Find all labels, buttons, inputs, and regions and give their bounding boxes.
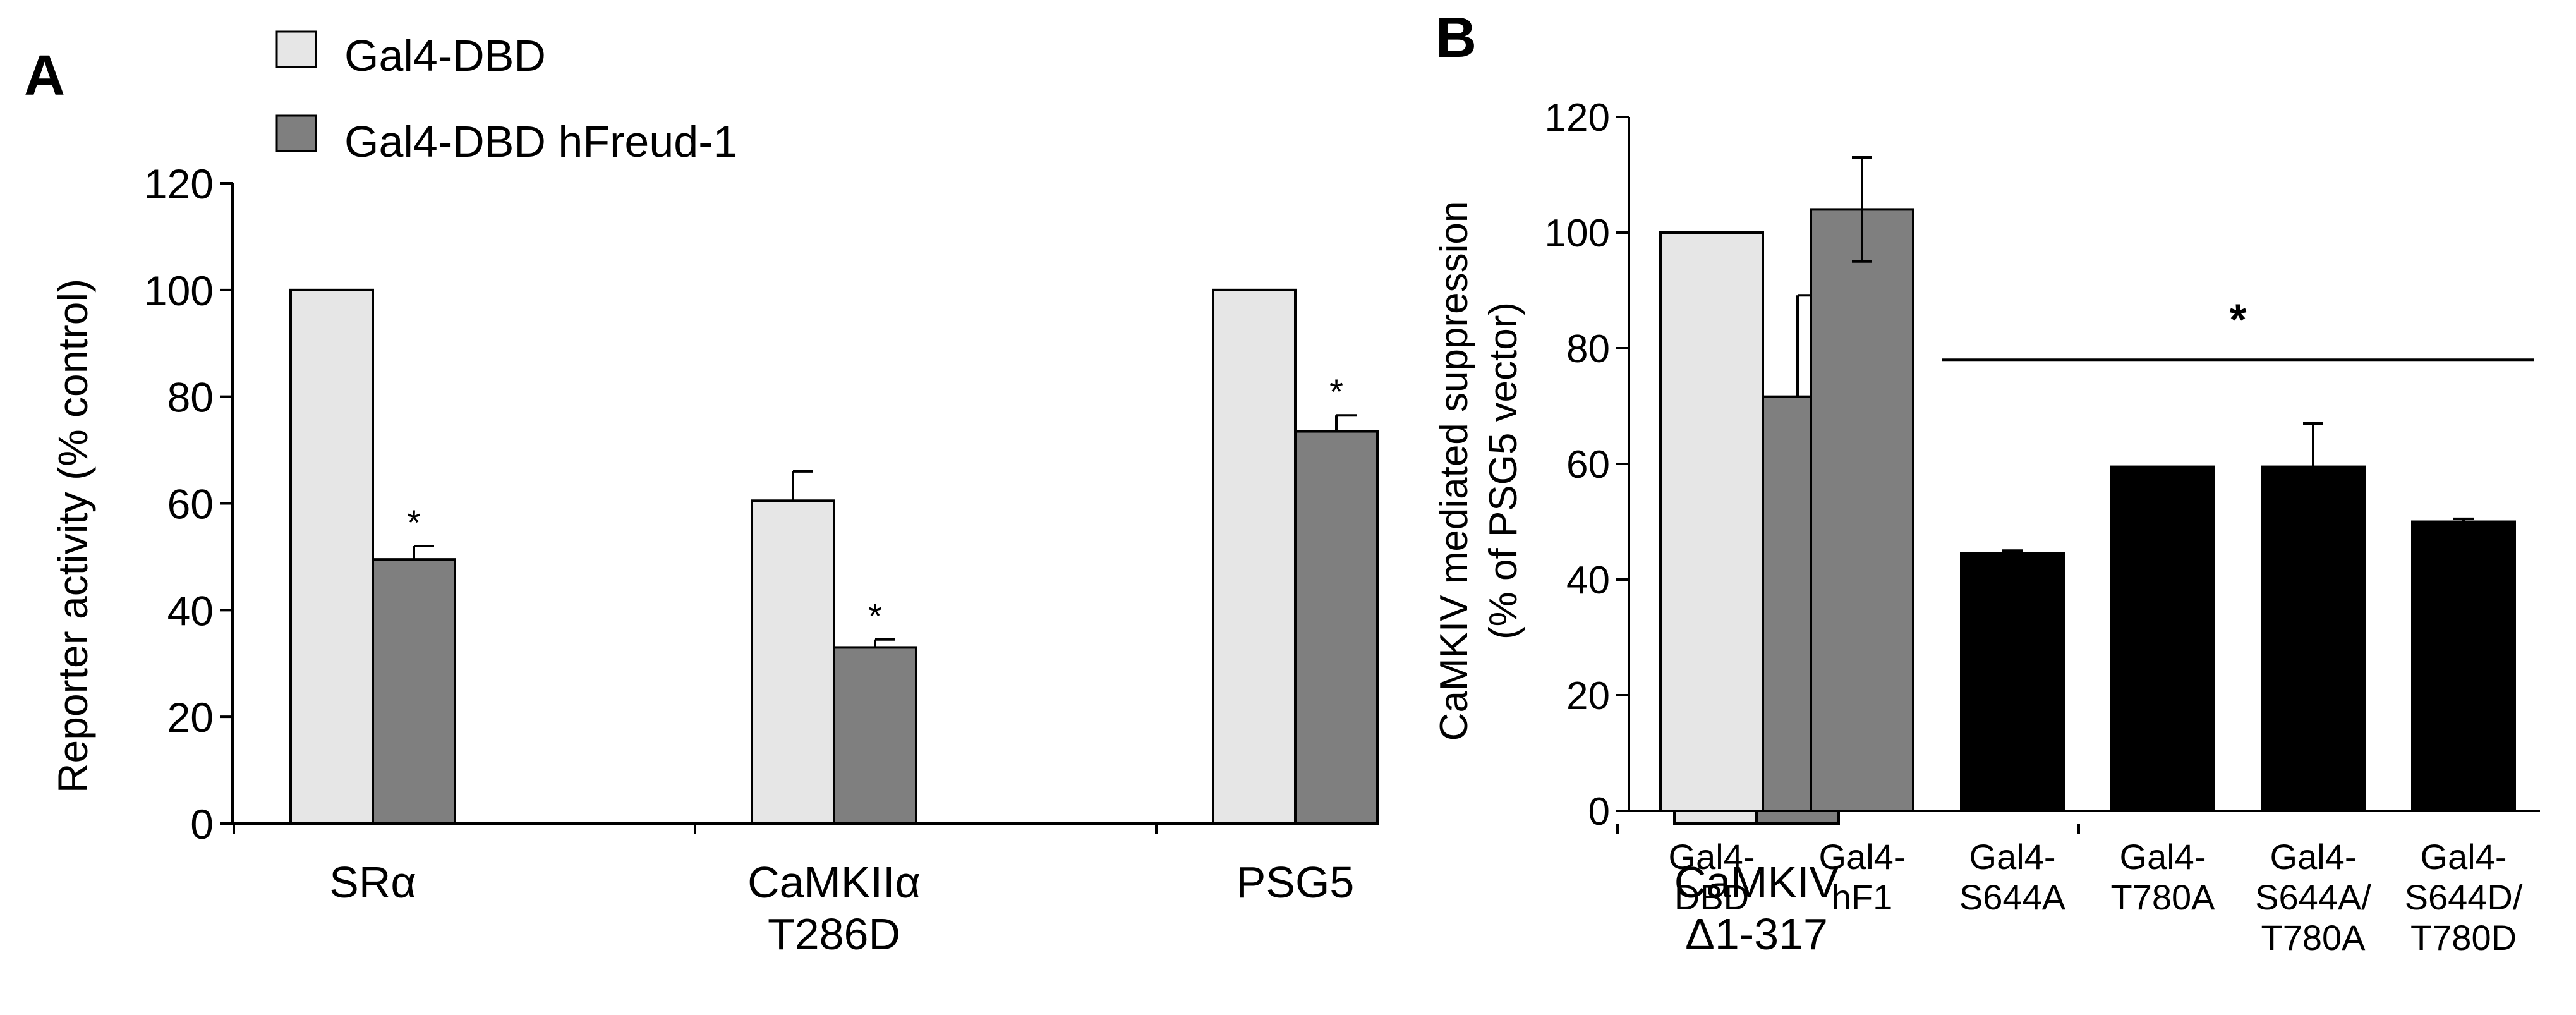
- panel-b: B CaMKIV mediated suppression (% of PSG5…: [1432, 6, 2540, 957]
- legend-label-gal4-dbd-hfreud-1: Gal4-DBD hFreud-1: [344, 117, 737, 166]
- panel-a-y-tick-label: 40: [167, 587, 214, 634]
- panel-b-bar-gal4-hf1: [1810, 208, 1914, 812]
- panel-b-bar-gal4-s644a-t780a: [2261, 465, 2366, 812]
- panel-a-category-label: T286D: [768, 909, 900, 959]
- panel-b-y-tick-label: 120: [1545, 96, 1610, 140]
- panel-a-bar-gal4-dbd-hfreud-1: [372, 558, 456, 825]
- panel-a-bar-gal4-dbd-hfreud-1: [1294, 430, 1379, 825]
- panel-b-bar-gal4-dbd: [1659, 231, 1764, 812]
- panel-a-significance-marker: *: [407, 502, 421, 542]
- panel-b-y-tick-label: 100: [1545, 212, 1610, 255]
- panel-b-y-tick-label: 40: [1566, 559, 1610, 602]
- panel-b-label: B: [1436, 6, 1477, 70]
- panel-b-bar-gal4-t780a: [2110, 465, 2215, 812]
- legend-swatch-gal4-dbd-hfreud-1: [275, 114, 317, 152]
- panel-b-bar-gal4-s644a: [1960, 552, 2065, 812]
- panel-a-category-label: Δ1-317: [1685, 909, 1828, 959]
- panel-b-category-label: Gal4-: [1969, 837, 2056, 877]
- panel-a-category-label: CaMKIIα: [747, 858, 921, 907]
- panel-a-significance-marker: *: [1329, 372, 1343, 411]
- panel-b-category-label: S644A: [1959, 877, 2066, 917]
- panel-b-category-label: Gal4-: [2270, 837, 2357, 877]
- panel-a-legend: Gal4-DBD Gal4-DBD hFreud-1: [275, 30, 737, 166]
- panel-a-category-label: CaMKIV: [1674, 858, 1839, 907]
- panel-b-y-tick-label: 0: [1588, 790, 1610, 834]
- panel-b-category-label: Gal4-: [1669, 837, 1755, 877]
- panel-a-y-tick-label: 20: [167, 694, 214, 741]
- panel-b-category-label: Gal4-: [1819, 837, 1906, 877]
- legend-label-gal4-dbd: Gal4-DBD: [344, 31, 546, 80]
- panel-a-bar-gal4-dbd: [289, 288, 374, 825]
- panel-b-category-label: Gal4-: [2421, 837, 2507, 877]
- panel-b-category-label: T780A: [2261, 918, 2366, 957]
- panel-b-y-axis-label-line-1: CaMKIV mediated suppression: [1432, 201, 1476, 741]
- panel-a-y-tick-label: 80: [167, 374, 214, 421]
- panel-a-y-tick-label: 60: [167, 481, 214, 528]
- panel-a-label: A: [24, 44, 65, 107]
- panel-a-y-tick-label: 120: [144, 161, 214, 207]
- panel-a-y-tick-label: 0: [190, 801, 214, 848]
- panel-b-category-label: Gal4-: [2120, 837, 2206, 877]
- panel-a-bar-gal4-dbd: [751, 499, 835, 825]
- panel-a-y-axis-label: Reporter activity (% control): [49, 279, 96, 793]
- panel-b-y-tick-label: 60: [1566, 443, 1610, 487]
- panel-a-category-label: PSG5: [1237, 858, 1355, 907]
- panel-b-category-label: S644D/: [2405, 877, 2523, 917]
- panel-b-bar-gal4-s644d-t780d: [2411, 520, 2516, 812]
- panel-b-y-tick-label: 20: [1566, 674, 1610, 718]
- panel-a-bar-gal4-dbd: [1212, 288, 1297, 825]
- panel-a-bar-gal4-dbd-hfreud-1: [833, 646, 917, 825]
- panel-a-y-tick-label: 100: [144, 267, 214, 314]
- panel-b-category-label: hF1: [1832, 877, 1893, 917]
- panel-a-significance-marker: *: [868, 596, 882, 636]
- panel-b-significance-marker: *: [2229, 295, 2247, 344]
- panel-b-y-axis-label-line-2: (% of PSG5 vector): [1482, 302, 1525, 640]
- panel-b-y-tick-label: 80: [1566, 327, 1610, 371]
- panel-b-category-label: T780A: [2111, 877, 2216, 917]
- panel-a-category-label: SRα: [329, 858, 416, 907]
- panel-b-category-label: T780D: [2410, 918, 2517, 957]
- panel-a: A Gal4-DBD Gal4-DBD hFreud-1 Reporter ac…: [24, 30, 2080, 959]
- panel-b-category-label: DBD: [1674, 877, 1749, 917]
- panel-b-category-label: S644A/: [2255, 877, 2371, 917]
- legend-swatch-gal4-dbd: [275, 30, 317, 68]
